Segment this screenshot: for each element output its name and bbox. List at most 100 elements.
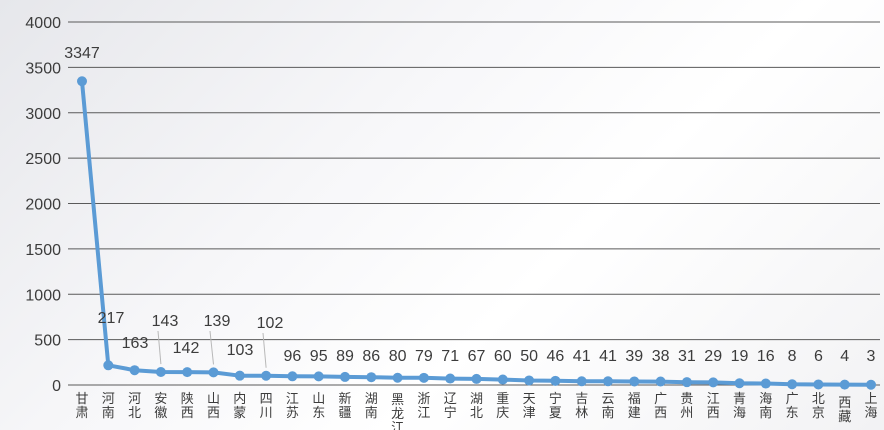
data-label: 16 xyxy=(757,348,775,365)
data-label: 86 xyxy=(362,348,380,365)
data-label: 31 xyxy=(678,348,696,365)
data-point xyxy=(287,371,298,382)
y-tick-label: 500 xyxy=(34,333,61,350)
y-tick-label: 2000 xyxy=(25,197,61,214)
data-label: 143 xyxy=(152,313,179,330)
data-label: 50 xyxy=(520,348,538,365)
x-category-label: 北京 xyxy=(812,391,825,420)
x-category-label: 陕西 xyxy=(181,391,194,420)
data-point xyxy=(445,373,456,384)
grid-lines xyxy=(68,21,880,386)
data-label: 79 xyxy=(415,348,433,365)
x-category-label: 贵州 xyxy=(680,391,693,420)
data-point xyxy=(576,376,587,387)
x-category-label: 福建 xyxy=(628,391,641,420)
data-label: 38 xyxy=(652,348,670,365)
x-category-label: 湖北 xyxy=(470,391,483,420)
x-category-label: 吉林 xyxy=(575,391,588,420)
data-point xyxy=(734,378,745,389)
data-label: 3 xyxy=(867,348,876,365)
y-axis-tick-labels: 0 500 1000 1500 2000 2500 3000 3500 4000 xyxy=(25,15,61,395)
x-category-label: 新疆 xyxy=(338,391,351,420)
data-point xyxy=(340,371,350,382)
data-point xyxy=(313,371,324,382)
data-points xyxy=(77,76,876,390)
y-tick-label: 2500 xyxy=(25,151,61,168)
data-point xyxy=(655,376,666,387)
x-category-label: 广西 xyxy=(654,391,667,420)
x-category-label: 上海 xyxy=(864,391,877,420)
data-label: 217 xyxy=(98,310,125,327)
data-label: 29 xyxy=(704,348,722,365)
x-category-label: 内蒙 xyxy=(233,391,246,420)
data-point xyxy=(603,376,613,387)
data-label: 19 xyxy=(731,348,749,365)
x-category-label: 海南 xyxy=(759,391,772,420)
y-tick-label: 0 xyxy=(52,378,61,395)
x-category-label: 安徽 xyxy=(154,391,167,420)
data-label: 8 xyxy=(788,348,797,365)
x-category-label: 河北 xyxy=(128,391,141,420)
x-category-label: 山东 xyxy=(312,391,325,420)
data-label: 71 xyxy=(441,348,459,365)
x-category-label: 河南 xyxy=(102,391,115,420)
data-label: 142 xyxy=(173,340,200,357)
y-tick-label: 3500 xyxy=(25,60,61,77)
data-label: 163 xyxy=(122,335,149,352)
data-label: 139 xyxy=(204,313,231,330)
data-point xyxy=(681,377,692,388)
data-label: 60 xyxy=(494,348,512,365)
data-point xyxy=(866,379,876,390)
x-category-label: 湖南 xyxy=(365,391,378,420)
y-tick-label: 1000 xyxy=(25,287,61,304)
x-category-label: 广东 xyxy=(786,391,799,420)
data-point xyxy=(366,372,377,383)
x-category-label: 辽宁 xyxy=(444,391,457,420)
x-category-label: 四川 xyxy=(260,391,273,420)
data-label: 89 xyxy=(336,348,354,365)
data-label: 103 xyxy=(227,342,254,359)
data-point xyxy=(103,360,114,371)
data-point xyxy=(471,373,482,384)
data-label-leader xyxy=(209,330,214,365)
data-label: 102 xyxy=(257,315,284,332)
data-label: 96 xyxy=(284,348,302,365)
x-category-label: 江苏 xyxy=(286,391,299,420)
data-point xyxy=(629,376,640,387)
data-label: 80 xyxy=(389,348,407,365)
x-category-label: 西藏 xyxy=(838,395,851,424)
data-point xyxy=(497,374,508,385)
data-point xyxy=(708,377,719,388)
data-label: 67 xyxy=(468,348,486,365)
data-label: 46 xyxy=(547,348,565,365)
x-category-label: 青海 xyxy=(733,391,746,420)
data-point xyxy=(155,367,166,378)
data-point xyxy=(813,379,824,390)
data-label: 3347 xyxy=(64,45,100,62)
data-point xyxy=(182,367,193,378)
x-category-label: 云南 xyxy=(601,391,614,420)
x-category-label: 重庆 xyxy=(496,391,509,420)
y-tick-label: 4000 xyxy=(25,15,61,32)
data-point xyxy=(77,76,87,87)
data-label: 39 xyxy=(625,348,643,365)
x-category-label: 甘肃 xyxy=(75,391,88,420)
data-point xyxy=(550,375,561,386)
data-point xyxy=(234,370,245,381)
x-category-label: 江西 xyxy=(707,391,720,420)
data-label: 41 xyxy=(599,348,617,365)
data-point xyxy=(261,370,272,381)
data-point xyxy=(418,372,429,383)
data-point xyxy=(129,365,140,376)
x-category-label: 黑龙江 xyxy=(391,392,404,430)
data-label: 95 xyxy=(310,348,328,365)
data-label: 6 xyxy=(814,348,823,365)
x-category-label: 浙江 xyxy=(417,391,430,420)
data-label-leader xyxy=(262,332,267,368)
data-label: 4 xyxy=(840,348,849,365)
data-point xyxy=(787,379,798,390)
data-label-leader xyxy=(157,330,162,365)
data-point xyxy=(839,379,850,390)
